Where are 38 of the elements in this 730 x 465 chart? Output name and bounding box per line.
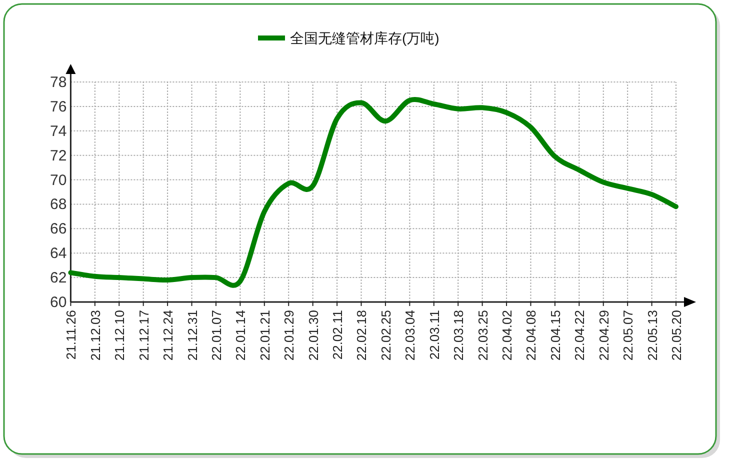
x-tick-label: 22.01.14 [233,310,248,361]
x-tick-label: 22.04.08 [524,310,539,361]
y-tick-label: 62 [50,270,67,287]
y-tick-label: 66 [50,220,67,238]
x-tick-label: 21.12.03 [88,310,103,361]
x-tick-label: 21.12.31 [184,310,200,361]
x-tick-label: 22.04.29 [596,310,612,361]
x-tick-label: 22.02.25 [378,310,394,361]
x-tick-label: 22.02.11 [330,310,346,360]
x-tick-label: 22.01.21 [257,310,272,361]
x-tick-label: 22.04.02 [500,310,515,361]
y-tick-label: 72 [50,147,67,164]
x-tick-label: 22.01.29 [282,310,297,361]
y-tick-label: 78 [50,74,67,91]
x-tick-label: 22.01.30 [306,310,321,361]
x-tick-label: 21.11.26 [64,310,79,360]
x-tick-label: 22.03.11 [426,310,442,360]
y-tick-label: 60 [50,294,67,311]
x-tick-label: 21.12.17 [136,310,152,361]
y-tick-label: 76 [50,98,67,116]
x-tick-label: 22.03.25 [475,310,490,361]
x-tick-label: 22.05.07 [620,310,636,361]
x-tick-label: 22.02.18 [354,310,370,361]
y-tick-label: 70 [50,172,67,189]
x-tick-label: 21.12.10 [112,310,128,361]
legend-label: 全国无缝管材库存(万吨) [290,30,440,46]
x-tick-label: 22.05.20 [669,310,684,361]
y-tick-label: 64 [50,245,67,262]
x-tick-label: 22.03.18 [451,310,466,361]
legend: 全国无缝管材库存(万吨) [258,30,440,46]
x-tick-label: 22.01.07 [208,310,224,361]
y-tick-label: 74 [50,122,67,140]
y-tick-label: 68 [50,196,67,214]
x-tick-label: 22.03.04 [402,310,418,361]
x-tick-label: 22.04.15 [548,310,563,361]
x-tick-label: 22.04.22 [572,310,588,361]
x-tick-label: 21.12.24 [160,310,176,361]
x-tick-label: 22.05.13 [644,310,660,361]
